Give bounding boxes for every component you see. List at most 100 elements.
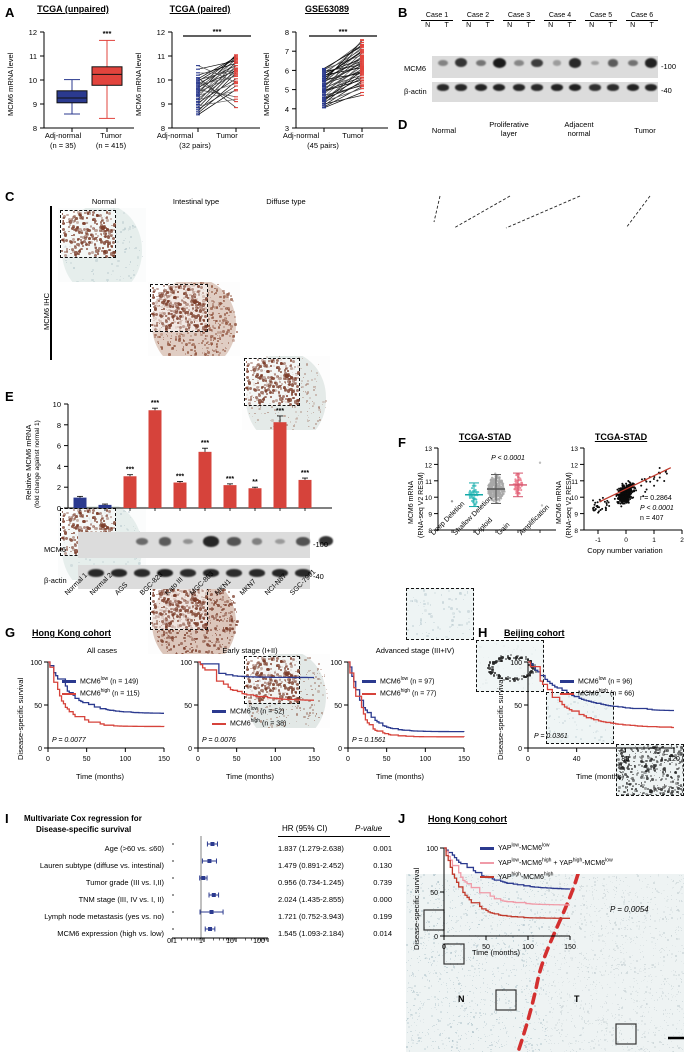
ihc-nucleus <box>468 621 470 623</box>
ihc-nucleus <box>216 345 218 347</box>
ihc-nucleus <box>66 214 69 217</box>
panelA-chart2-title: TCGA (paired) <box>140 4 260 14</box>
ihc-nucleus <box>260 369 263 372</box>
ihc-nucleus <box>225 333 227 335</box>
ihc-nucleus <box>234 316 236 318</box>
ihc-nucleus <box>250 370 251 371</box>
ihc-nucleus <box>455 598 458 601</box>
ihc-nucleus <box>86 211 89 214</box>
ihc-nucleus <box>650 790 653 793</box>
ihc-nucleus <box>278 377 281 380</box>
ihc-nucleus <box>222 343 223 344</box>
case-underline <box>626 20 658 21</box>
ihc-nucleus <box>198 293 201 296</box>
ihc-nucleus <box>192 314 195 317</box>
ihc-nucleus <box>439 628 441 630</box>
ihc-nucleus <box>467 591 469 593</box>
ihc-nucleus <box>270 365 272 367</box>
ihc-nucleus <box>195 309 198 312</box>
ihc-nucleus <box>314 378 316 380</box>
ihc-nucleus <box>207 355 210 356</box>
case-label: Case 5 <box>582 12 620 19</box>
ihc-nucleus <box>62 228 65 231</box>
ihc-nucleus <box>137 256 139 258</box>
panelA-chart2-pairs: (32 pairs) <box>150 141 240 150</box>
ihc-nucleus <box>64 254 67 257</box>
panelA-chart1-title: TCGA (unpaired) <box>12 4 134 14</box>
panelC-col-header-diffuse: Diffuse type <box>244 197 328 206</box>
ihc-nucleus <box>185 303 188 306</box>
ihc-nucleus <box>211 343 213 345</box>
panelC-image-normal-1 <box>58 208 146 282</box>
ihc-nucleus <box>92 218 95 221</box>
ihc-nucleus <box>100 240 103 243</box>
ihc-nucleus <box>632 786 633 787</box>
ihc-nucleus <box>185 320 188 323</box>
ihc-nucleus <box>69 547 70 548</box>
ihc-nucleus <box>657 795 658 796</box>
ihc-nucleus <box>451 599 453 601</box>
ihc-nucleus <box>74 544 77 547</box>
ihc-nucleus <box>449 626 451 628</box>
ihc-nucleus <box>683 758 684 760</box>
ihc-nucleus <box>315 387 317 389</box>
ihc-nucleus <box>66 222 67 223</box>
ihc-nucleus <box>195 304 197 306</box>
ihc-nucleus <box>155 313 158 316</box>
ihc-nucleus <box>85 233 87 235</box>
ihc-nucleus <box>274 389 277 392</box>
ihc-nucleus <box>124 251 126 253</box>
ihc-nucleus <box>407 610 408 611</box>
ihc-nucleus <box>200 286 203 289</box>
case-label: Case 3 <box>500 12 538 19</box>
ihc-nucleus <box>683 765 684 767</box>
ihc-nucleus <box>682 767 684 769</box>
ihc-nucleus <box>176 307 178 309</box>
blot-band <box>455 58 467 67</box>
ihc-nucleus <box>684 789 685 792</box>
ihc-nucleus <box>254 389 257 392</box>
ihc-nucleus <box>83 521 85 523</box>
ihc-nucleus <box>101 234 103 236</box>
ihc-nucleus <box>85 243 88 246</box>
ihc-nucleus <box>317 375 318 376</box>
ihc-nucleus <box>159 336 161 338</box>
ihc-nucleus <box>462 633 464 635</box>
ihc-nucleus <box>290 367 293 370</box>
ihc-nucleus <box>259 365 262 368</box>
ihc-nucleus <box>516 648 518 650</box>
ihc-nucleus <box>678 785 680 787</box>
blot-band <box>475 84 488 91</box>
ihc-nucleus <box>662 795 665 796</box>
ihc-nucleus <box>313 389 315 391</box>
ihc-nucleus <box>127 529 129 531</box>
blot-band <box>607 84 619 91</box>
panelD-inset-label-prolif-2: layer <box>474 129 544 138</box>
ihc-nucleus <box>103 528 105 530</box>
ihc-nucleus <box>177 322 180 325</box>
ihc-nucleus <box>618 790 620 792</box>
ihc-nucleus <box>196 324 199 327</box>
ihc-nucleus <box>142 256 143 257</box>
ihc-nucleus <box>441 594 442 595</box>
ihc-nucleus <box>66 248 68 250</box>
ihc-nucleus <box>88 237 91 240</box>
ihc-nucleus <box>63 530 65 532</box>
ihc-nucleus <box>211 300 214 303</box>
ihc-nucleus <box>83 240 86 243</box>
ihc-nucleus <box>175 653 178 654</box>
ihc-nucleus <box>267 371 269 373</box>
ihc-nucleus <box>204 640 206 642</box>
ihc-nucleus <box>182 334 184 336</box>
ihc-nucleus <box>253 372 256 375</box>
ihc-nucleus <box>451 626 452 627</box>
ihc-nucleus <box>246 365 248 367</box>
ihc-nucleus <box>113 527 115 529</box>
ihc-nucleus <box>289 365 292 368</box>
ihc-nucleus <box>68 529 69 530</box>
ihc-nucleus <box>266 393 268 395</box>
ihc-nucleus <box>433 622 434 623</box>
ihc-nucleus <box>86 248 89 251</box>
